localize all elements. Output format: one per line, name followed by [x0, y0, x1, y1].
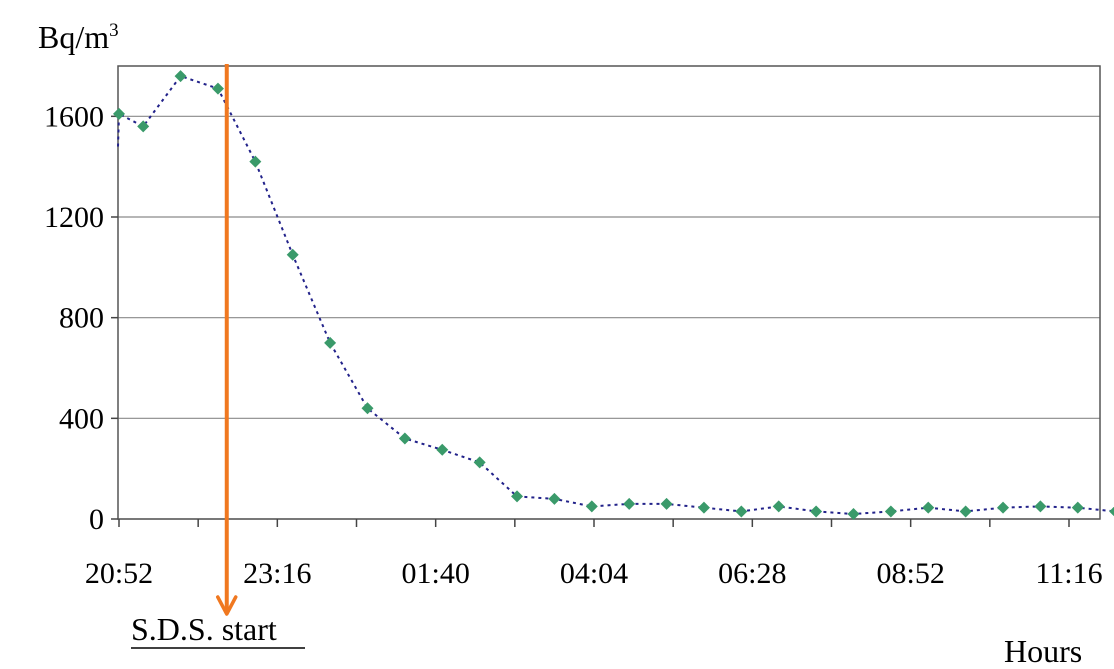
- y-tick-label: 1200: [44, 201, 104, 234]
- sds-start-annotation: [216, 64, 238, 616]
- data-point: [174, 70, 187, 83]
- data-point: [847, 507, 860, 520]
- x-tick-label: 06:28: [718, 557, 786, 590]
- data-point: [324, 336, 337, 349]
- data-point: [137, 120, 150, 133]
- data-point: [1109, 506, 1114, 517]
- x-tick-label: 20:52: [85, 557, 153, 590]
- data-point: [884, 505, 897, 518]
- data-point: [286, 248, 299, 261]
- data-point: [772, 500, 785, 513]
- data-point: [511, 490, 524, 503]
- data-point: [810, 505, 823, 518]
- y-tick-label: 0: [89, 503, 104, 536]
- axis-ticks: 0 400 800 1200 1600 20:52 23:16 01:40 04:04 06:28…: [44, 100, 1103, 590]
- data-point: [623, 497, 636, 510]
- y-axis-label: Bq/m3: [38, 19, 119, 55]
- x-tick-label: 04:04: [560, 557, 628, 590]
- data-point: [1071, 501, 1084, 514]
- data-point: [1034, 500, 1047, 513]
- data-point: [997, 501, 1010, 514]
- data-point: [660, 497, 673, 510]
- data-point: [211, 82, 224, 95]
- y-tick-label: 400: [59, 402, 104, 435]
- grid-lines: [118, 115, 1100, 520]
- data-point: [113, 107, 125, 120]
- data-point: [548, 492, 561, 505]
- data-point: [473, 456, 486, 469]
- x-tick-label: 01:40: [401, 557, 469, 590]
- x-axis-label: Hours: [1004, 633, 1082, 669]
- x-tick-label: 08:52: [876, 557, 944, 590]
- data-point: [361, 402, 374, 415]
- data-markers: [113, 70, 1114, 520]
- plot-frame: [117, 65, 1101, 520]
- y-tick-label: 800: [59, 302, 104, 335]
- x-tick-label: 11:16: [1035, 557, 1102, 590]
- data-point: [735, 505, 748, 518]
- annotation-arrow-head: [216, 595, 238, 616]
- data-point: [585, 500, 598, 513]
- data-point: [697, 501, 710, 514]
- data-point: [249, 155, 262, 168]
- annotation-label: S.D.S. start: [131, 611, 277, 647]
- data-point: [922, 501, 935, 514]
- data-point: [959, 505, 972, 518]
- data-point: [436, 443, 449, 456]
- y-tick-label: 1600: [44, 100, 104, 133]
- series-line: [117, 74, 1114, 516]
- x-tick-label: 23:16: [243, 557, 311, 590]
- data-point: [398, 432, 411, 445]
